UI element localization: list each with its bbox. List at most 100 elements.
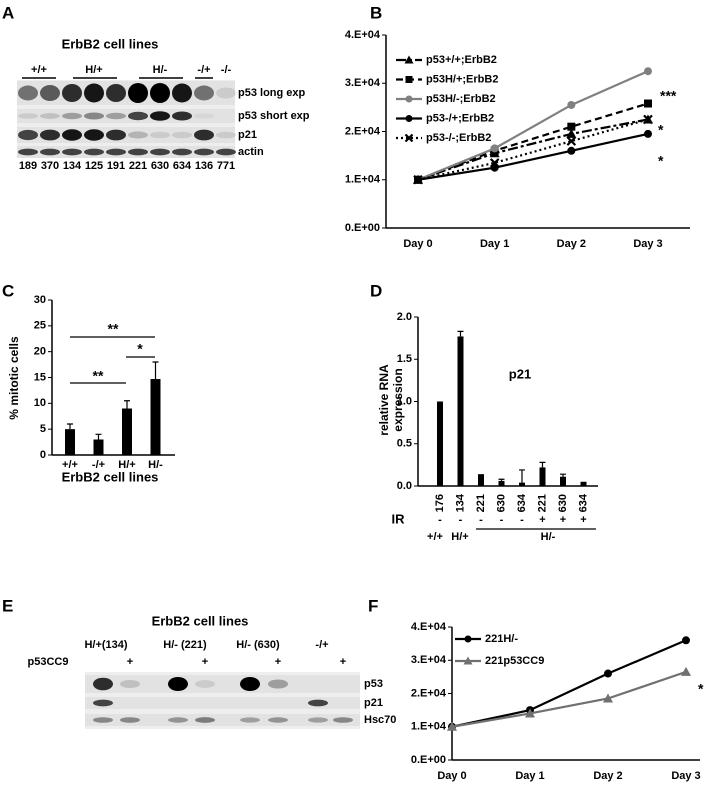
annotation: p21 xyxy=(509,366,531,381)
band xyxy=(128,131,148,139)
blot-title: ErbB2 cell lines xyxy=(152,613,249,628)
marker xyxy=(566,136,577,146)
band xyxy=(308,699,328,707)
panel-letter: E xyxy=(2,596,13,615)
annotation: ** xyxy=(108,321,119,337)
blot-strip xyxy=(85,675,360,693)
band xyxy=(168,717,188,723)
band xyxy=(18,148,38,156)
marker xyxy=(644,129,652,138)
series-line xyxy=(451,670,687,728)
marker xyxy=(682,636,690,645)
band xyxy=(120,679,140,689)
band xyxy=(194,148,214,156)
band xyxy=(333,717,353,723)
group-label: H/+(134) xyxy=(84,639,127,651)
panel-letter: B xyxy=(370,3,382,22)
error-bar xyxy=(539,461,546,468)
band xyxy=(168,677,188,691)
x-tick-label: Day 3 xyxy=(633,238,662,250)
annotation: * xyxy=(658,153,664,169)
band xyxy=(84,129,104,141)
series-line xyxy=(451,639,687,728)
treatment-mark: + xyxy=(275,656,281,668)
marker xyxy=(413,174,423,185)
blot-title: ErbB2 cell lines xyxy=(62,36,159,51)
treatment-label: p53CC9 xyxy=(28,656,69,668)
ir-mark: + xyxy=(560,514,566,526)
band xyxy=(62,84,82,102)
annotation: *** xyxy=(660,88,677,104)
panel-letter: D xyxy=(370,281,382,300)
band xyxy=(40,148,60,156)
x-tick-label: 634 xyxy=(577,493,589,512)
marker xyxy=(644,67,652,76)
lane-label: 125 xyxy=(85,160,103,172)
error-bar xyxy=(457,330,464,337)
legend-label: p53-/-;ErbB2 xyxy=(426,132,491,144)
row-label: p53 xyxy=(364,678,383,690)
x-tick-label: 176 xyxy=(434,494,446,512)
bar xyxy=(150,379,161,455)
bar xyxy=(478,474,484,486)
group-label: H/+ xyxy=(85,64,102,76)
blot-strip xyxy=(85,714,360,726)
band xyxy=(268,717,288,723)
bar xyxy=(498,480,505,486)
y-tick-label: 0 xyxy=(40,449,46,461)
band xyxy=(195,717,215,723)
row-label: p53 long exp xyxy=(238,87,306,99)
error-bar xyxy=(67,423,73,430)
row-label: Hsc70 xyxy=(364,714,396,726)
x-tick-label: Day 2 xyxy=(593,770,622,782)
annotation: ** xyxy=(93,368,104,384)
y-axis-label: relative RNA xyxy=(377,364,391,436)
band xyxy=(93,699,113,707)
treatment-mark: + xyxy=(202,656,208,668)
legend-label: p53H/-;ErbB2 xyxy=(426,93,496,105)
x-tick-label: 221 xyxy=(536,494,548,512)
band xyxy=(128,83,148,103)
y-tick-label: 2.E+04 xyxy=(411,687,447,699)
marker xyxy=(604,669,612,678)
band xyxy=(150,83,170,103)
lane-label: 189 xyxy=(19,160,37,172)
band xyxy=(93,677,113,691)
bar xyxy=(519,482,525,486)
series-line xyxy=(417,132,649,181)
band xyxy=(62,112,82,120)
lane-label: 191 xyxy=(107,160,125,172)
band xyxy=(216,131,236,139)
error-bar xyxy=(498,478,505,481)
bar xyxy=(539,467,546,486)
legend-marker xyxy=(404,133,414,143)
series-line xyxy=(417,118,649,181)
marker xyxy=(525,708,535,718)
x-tick-label: Day 0 xyxy=(403,238,432,250)
y-tick-label: 10 xyxy=(34,397,46,409)
band xyxy=(194,129,214,141)
group-label: H/+ xyxy=(451,531,468,543)
legend-label: p53+/+;ErbB2 xyxy=(426,54,497,66)
ir-mark: - xyxy=(520,514,524,526)
x-tick-label: 634 xyxy=(516,493,528,512)
band xyxy=(93,717,113,723)
treatment-mark: + xyxy=(127,656,133,668)
y-tick-label: 2.E+04 xyxy=(345,125,381,137)
lane-label: 136 xyxy=(195,160,213,172)
annotation: * xyxy=(137,341,143,357)
lane-label: 634 xyxy=(173,160,192,172)
legend-label: 221H/- xyxy=(485,633,518,645)
x-tick-label: Day 3 xyxy=(671,770,700,782)
band xyxy=(18,129,38,141)
row-label: p53 short exp xyxy=(238,110,310,122)
bar xyxy=(580,481,587,486)
group-label: H/- xyxy=(153,64,168,76)
x-axis-label: ErbB2 cell lines xyxy=(62,469,159,484)
series-line xyxy=(417,102,649,181)
band xyxy=(240,717,260,723)
x-tick-label: Day 2 xyxy=(557,238,586,250)
ir-mark: + xyxy=(580,514,586,526)
band xyxy=(18,113,38,119)
row-label: p21 xyxy=(238,129,257,141)
